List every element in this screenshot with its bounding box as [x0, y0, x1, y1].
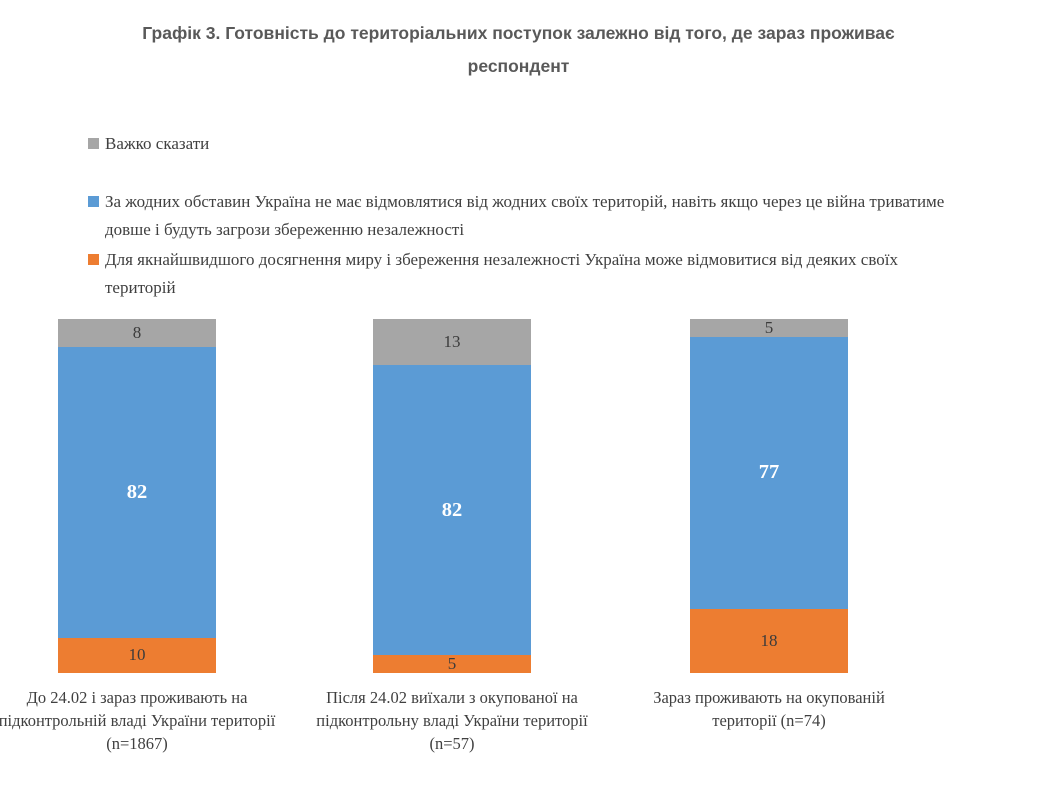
bar-value-label: 13 [443, 332, 461, 351]
chart-title: Графік 3. Готовність до територіальних п… [20, 17, 1017, 83]
category-label-occupied: Зараз проживають на окупованій території… [653, 688, 885, 730]
stacked-bar: 13 82 5 [373, 319, 531, 673]
bar-value-label: 82 [126, 480, 148, 503]
legend-swatch-gray-icon [88, 138, 99, 149]
bar-value-label: 77 [758, 461, 780, 484]
bar-segment: 13 [373, 319, 531, 366]
bar-value-label: 10 [128, 645, 146, 665]
bar-segment: 8 [58, 319, 216, 348]
bar-value-label: 8 [132, 323, 142, 343]
bar-segment: 10 [58, 637, 216, 673]
legend-label-may-concede: Для якнайшвидшого досягнення миру і збер… [105, 250, 898, 297]
category-label-left-occupied: Після 24.02 виїхали з окупованої на підк… [316, 688, 588, 753]
bar-segment: 5 [373, 654, 531, 674]
bar-value-label: 82 [441, 498, 463, 521]
chart-title-line-1: Графік 3. Готовність до територіальних п… [142, 23, 895, 43]
stacked-bar: 8 82 10 [58, 319, 216, 673]
bar-value-label: 18 [760, 631, 778, 651]
legend-item-hard-to-say: Важко сказати [88, 130, 948, 158]
legend-swatch-orange-icon [88, 254, 99, 265]
legend-label-hard-to-say: Важко сказати [105, 134, 210, 153]
bar-value-label: 5 [447, 654, 457, 674]
bar-segment: 5 [690, 317, 848, 337]
category-label-government-controlled: До 24.02 і зараз проживають на підконтро… [0, 688, 276, 753]
legend-item-may-concede: Для якнайшвидшого досягнення миру і збер… [88, 246, 948, 302]
bar-segment: 82 [373, 365, 531, 656]
legend-label-no-concessions: За жодних обставин Україна не має відмов… [105, 192, 945, 239]
bar-segment: 18 [690, 609, 848, 673]
legend-swatch-blue-icon [88, 196, 99, 207]
bar-segment: 77 [690, 336, 848, 610]
bar-value-label: 5 [764, 317, 774, 337]
chart-title-line-2: респондент [467, 56, 570, 76]
stacked-bar: 5 77 18 [690, 317, 848, 673]
legend-item-no-concessions: За жодних обставин Україна не має відмов… [88, 188, 948, 244]
bar-segment: 82 [58, 347, 216, 638]
plot-area: 8 82 10 13 82 5 5 77 18 [0, 317, 1037, 673]
